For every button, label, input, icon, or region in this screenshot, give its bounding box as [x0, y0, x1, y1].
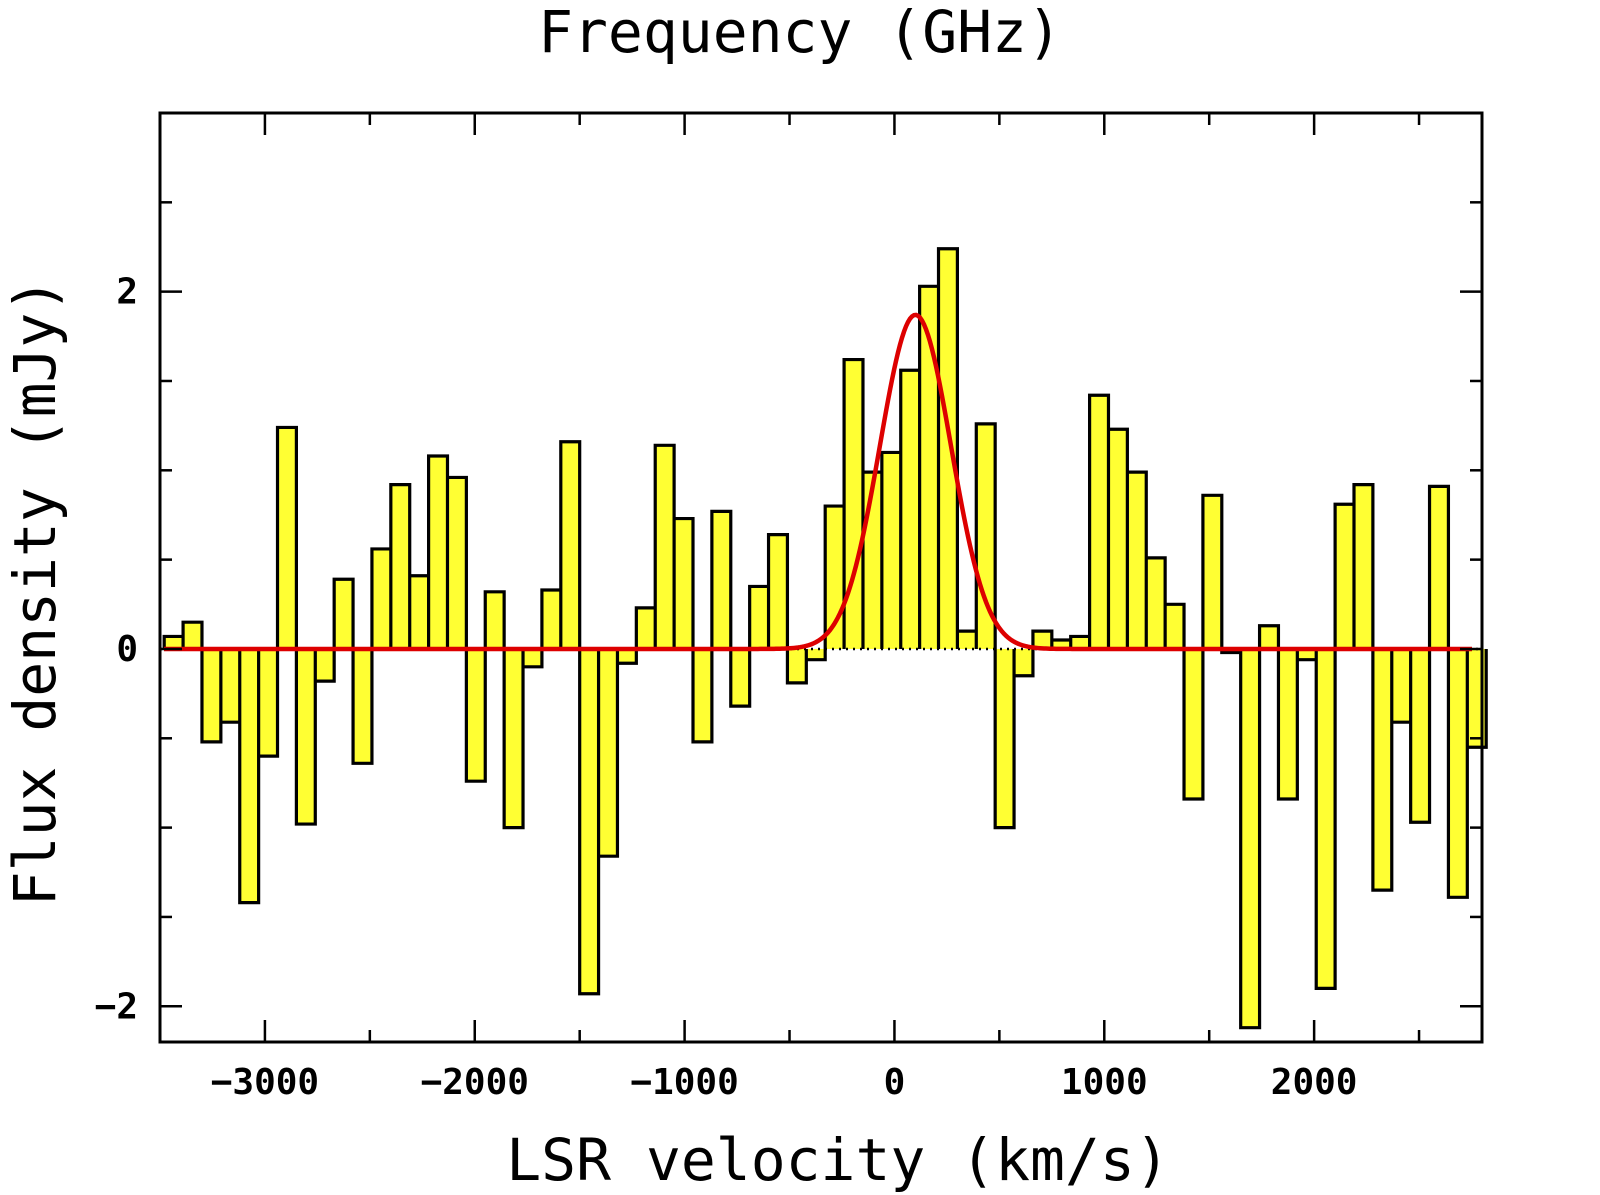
spectrum-bar	[730, 648, 750, 707]
spectrum-bar	[749, 586, 769, 649]
x-tick-label: 2000	[1271, 1062, 1358, 1103]
spectrum-bar	[598, 648, 618, 857]
spectrum-bar	[523, 648, 542, 667]
y-tick-label: 0	[116, 629, 138, 670]
spectrum-bar	[806, 648, 826, 660]
plot-frame	[158, 111, 1484, 1044]
spectrum-bar	[485, 591, 505, 649]
spectrum-bar	[1184, 648, 1203, 800]
histogram-bars	[164, 248, 1487, 1028]
x-tick-label: 1000	[1061, 1062, 1148, 1103]
spectrum-bar	[371, 548, 391, 649]
spectrum-bar	[711, 511, 731, 649]
spectrum-bar	[1297, 648, 1317, 660]
x-tick-label: 0	[884, 1062, 906, 1103]
spectrum-bar	[1089, 395, 1109, 649]
spectrum-bar	[617, 648, 637, 664]
spectrum-bar	[1146, 557, 1166, 649]
spectrum-bar	[1372, 648, 1392, 891]
spectrum-bar	[1032, 631, 1052, 649]
spectrum-bar	[1391, 648, 1411, 723]
spectrum-bar	[1448, 648, 1468, 898]
spectrum-bar	[655, 445, 675, 649]
spectrum-bar	[353, 648, 372, 764]
x-tick-label: −1000	[630, 1062, 738, 1103]
spectrum-bar	[201, 648, 221, 742]
spectrum-bar	[674, 518, 693, 649]
axis-ticks	[158, 111, 1482, 1042]
spectrum-bar	[1429, 486, 1449, 649]
spectrum-bar	[315, 648, 335, 682]
x-tick-labels: −3000 −2000 −1000 0 1000 2000	[211, 1062, 1358, 1103]
spectrum-bar	[787, 648, 807, 683]
spectrum-bar	[768, 534, 788, 649]
spectrum-bar	[239, 648, 259, 903]
spectrum-bar	[1410, 648, 1430, 823]
spectrum-bar	[1353, 484, 1373, 649]
spectrum-bar	[1127, 472, 1147, 649]
spectrum-bar	[541, 590, 561, 649]
spectrum-bar	[428, 456, 448, 649]
spectrum-bar	[1335, 504, 1354, 649]
spectrum-bar	[258, 648, 278, 757]
y-tick-label: −2	[95, 986, 138, 1027]
spectrum-bar	[995, 648, 1015, 828]
spectrum-bar	[334, 579, 354, 649]
spectrum-bar	[1259, 625, 1279, 649]
spectrum-bar	[1202, 495, 1222, 649]
spectrum-bar	[390, 484, 410, 649]
spectrum-bar	[825, 506, 845, 649]
spectrum-bar	[1014, 648, 1033, 676]
spectrum-bar	[1240, 648, 1260, 1028]
spectrum-bar	[220, 648, 240, 723]
spectrum-bar	[560, 441, 580, 649]
spectrum-bar	[1165, 604, 1185, 649]
spectrum-bar	[900, 370, 920, 649]
y-tick-labels: −2 0 2	[95, 272, 138, 1028]
spectrum-bar	[692, 648, 712, 742]
spectrum-bar	[1108, 429, 1128, 649]
spectrum-bar	[409, 575, 429, 649]
spectrum-bar	[1051, 640, 1071, 649]
spectrum-bar	[919, 286, 939, 649]
spectrum-bar	[636, 607, 656, 649]
spectrum-bar	[296, 648, 316, 825]
spectrum-bar	[579, 648, 599, 994]
spectrum-bar	[164, 636, 184, 649]
spectrum-bar	[881, 452, 901, 649]
x-tick-label: −3000	[211, 1062, 319, 1103]
x-tick-label: −2000	[421, 1062, 529, 1103]
spectrum-bar	[277, 427, 297, 649]
spectrum-bar	[466, 648, 486, 782]
spectrum-bar	[1070, 636, 1090, 649]
spectrum-bar	[504, 648, 524, 828]
spectrum-bar	[844, 359, 863, 649]
y-axis-title: Flux density (mJy)	[1, 278, 69, 907]
y-tick-label: 2	[116, 272, 138, 313]
spectrum-bar	[447, 477, 467, 649]
spectrum-bar	[938, 248, 958, 649]
x-axis-title: LSR velocity (km/s)	[506, 1126, 1169, 1194]
top-axis-title: Frequency (GHz)	[538, 0, 1062, 66]
spectrum-bar	[1278, 648, 1298, 800]
spectrum-bar	[957, 631, 977, 649]
gaussian-fit-curve	[164, 312, 1472, 652]
spectrum-bar	[183, 622, 202, 649]
spectrum-bar	[1316, 648, 1336, 989]
